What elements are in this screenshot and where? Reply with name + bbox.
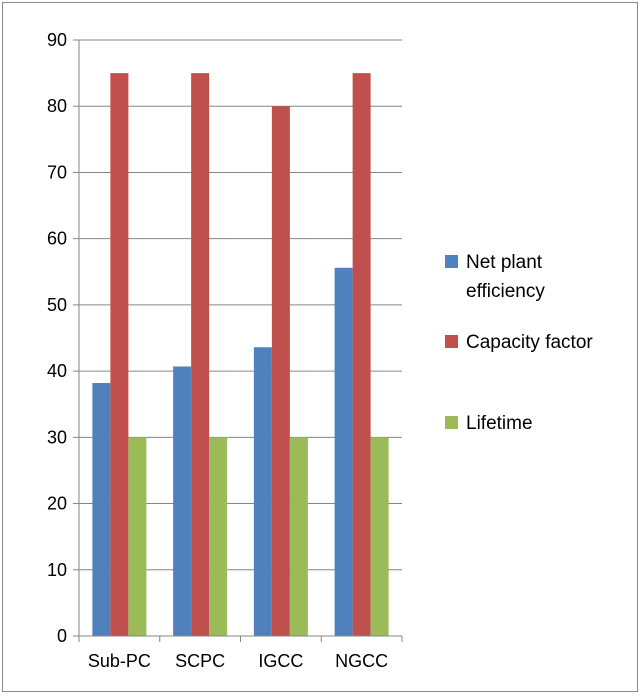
bar	[352, 73, 371, 637]
x-tick-label: NGCC	[335, 651, 388, 671]
bar	[92, 383, 111, 636]
bar	[191, 73, 210, 637]
axes	[73, 39, 403, 642]
y-axis-ticks: 0 10 20 30 40 50 60 70 80 90	[47, 30, 67, 646]
y-tick-label: 50	[47, 295, 67, 315]
y-tick-label: 40	[47, 361, 67, 381]
legend-swatch	[445, 416, 458, 429]
legend-label: Lifetime	[466, 413, 533, 434]
legend-label: Net plant	[466, 252, 543, 273]
y-tick-label: 80	[47, 96, 67, 116]
bar	[128, 437, 147, 636]
legend-swatch	[445, 335, 458, 348]
bar	[253, 347, 272, 636]
bar	[209, 437, 228, 636]
bar	[289, 437, 308, 636]
x-tick-label: SCPC	[175, 651, 225, 671]
y-tick-label: 0	[57, 626, 67, 646]
x-tick-label: IGCC	[258, 651, 303, 671]
legend-label: Capacity factor	[466, 332, 593, 353]
bar	[334, 267, 353, 636]
bar	[271, 106, 290, 636]
bar	[110, 73, 129, 637]
y-tick-label: 90	[47, 30, 67, 50]
x-tick-label: Sub-PC	[88, 651, 151, 671]
legend: Net plant efficiency Capacity factor Lifeti…	[445, 252, 593, 434]
bar	[370, 437, 389, 636]
legend-swatch	[445, 255, 458, 268]
y-tick-label: 20	[47, 494, 67, 514]
bar	[173, 366, 192, 636]
bars	[92, 73, 389, 637]
x-axis-ticks: Sub-PC SCPC IGCC NGCC	[88, 651, 388, 671]
legend-label: efficiency	[466, 281, 545, 302]
y-tick-label: 30	[47, 427, 67, 447]
y-tick-label: 60	[47, 229, 67, 249]
y-tick-label: 10	[47, 560, 67, 580]
y-tick-label: 70	[47, 162, 67, 182]
